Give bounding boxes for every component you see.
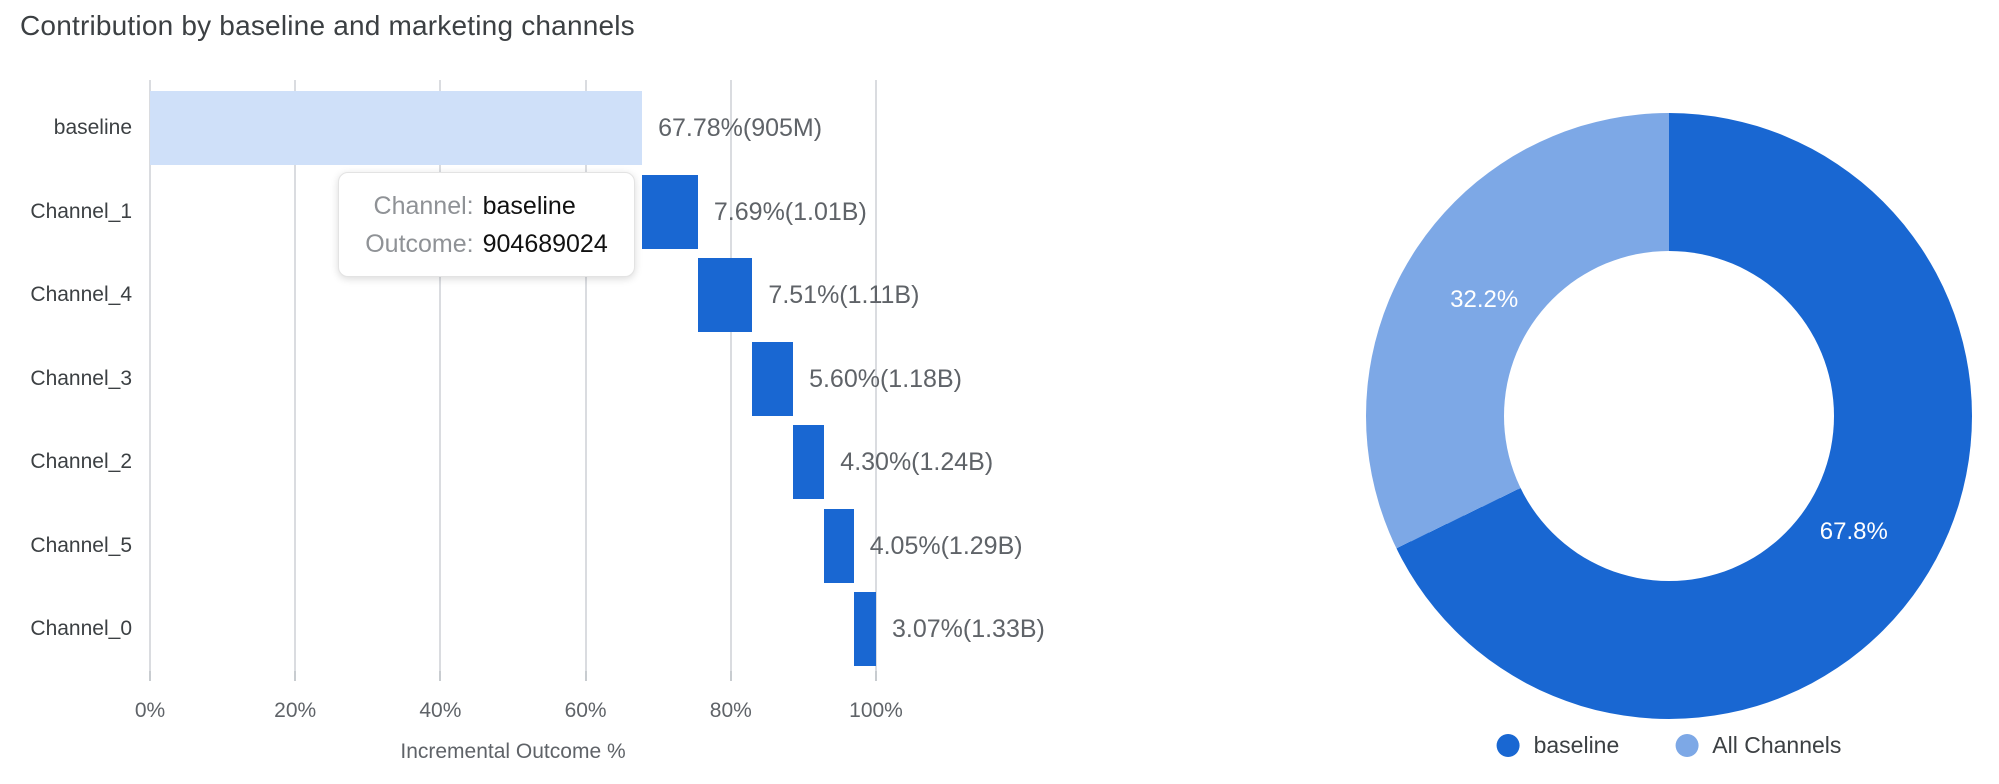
bar-channel_1[interactable]: [642, 174, 698, 249]
gridline: [294, 80, 297, 671]
bar-value-label: 7.69%(1.01B): [713, 197, 867, 226]
tooltip-outcome-value: 904689024: [482, 229, 608, 258]
legend-item-all-channels[interactable]: All Channels: [1675, 732, 1841, 759]
gridline: [149, 80, 151, 671]
x-tick-label: 60%: [564, 699, 607, 722]
gridline: [875, 80, 877, 671]
bar-value-label: 7.51%(1.11B): [768, 281, 920, 310]
bar-value-label: 4.05%(1.29B): [869, 531, 1023, 560]
gridline: [439, 80, 442, 671]
x-axis-title: Incremental Outcome %: [400, 740, 626, 763]
x-tick-label: 20%: [274, 699, 317, 722]
x-tick-label: 100%: [849, 699, 903, 722]
tooltip-channel-label: Channel:: [373, 191, 474, 220]
category-label: baseline: [53, 116, 132, 140]
hover-tooltip: Channel: baseline Outcome: 904689024: [338, 172, 635, 277]
category-label: Channel_5: [30, 533, 132, 557]
bar-value-label: 4.30%(1.24B): [840, 448, 994, 477]
legend-swatch-icon: [1496, 734, 1520, 757]
donut-slice-label-baseline: 67.8%: [1819, 517, 1888, 545]
axis-tick: [584, 671, 587, 681]
donut-slice-label-all-channels: 32.2%: [1450, 286, 1519, 314]
x-tick-label: 80%: [709, 699, 752, 722]
axis-tick: [149, 671, 151, 681]
bar-value-label: 67.78%(905M): [658, 114, 823, 143]
bar-baseline[interactable]: [150, 91, 643, 166]
category-label: Channel_1: [30, 199, 132, 223]
axis-tick: [294, 671, 297, 681]
axis-tick: [875, 671, 877, 681]
gridline: [729, 80, 732, 671]
legend-swatch-icon: [1675, 734, 1699, 757]
donut-hole: [1504, 251, 1834, 581]
legend-item-baseline[interactable]: baseline: [1496, 732, 1620, 759]
bar-channel_0[interactable]: [853, 592, 876, 667]
bar-channel_3[interactable]: [752, 341, 794, 416]
category-label: Channel_0: [30, 617, 132, 641]
tooltip-channel-value: baseline: [482, 191, 576, 220]
axis-tick: [439, 671, 442, 681]
chart-title: Contribution by baseline and marketing c…: [20, 10, 635, 41]
category-label: Channel_4: [30, 283, 132, 307]
tooltip-outcome-label: Outcome:: [365, 229, 474, 258]
x-tick-label: 0%: [134, 699, 166, 722]
bar-value-label: 5.60%(1.18B): [809, 364, 962, 393]
category-label: Channel_2: [30, 450, 132, 474]
gridline: [584, 80, 587, 671]
bar-channel_5[interactable]: [824, 508, 854, 583]
axis-tick: [729, 671, 732, 681]
legend-label: baseline: [1533, 732, 1620, 758]
legend: baseline All Channels: [1496, 732, 1841, 759]
category-label: Channel_3: [30, 366, 132, 390]
x-tick-label: 40%: [419, 699, 462, 722]
legend-label: All Channels: [1712, 732, 1842, 758]
bar-channel_4[interactable]: [697, 258, 753, 333]
bar-channel_2[interactable]: [793, 425, 825, 500]
bar-value-label: 3.07%(1.33B): [892, 615, 1045, 644]
